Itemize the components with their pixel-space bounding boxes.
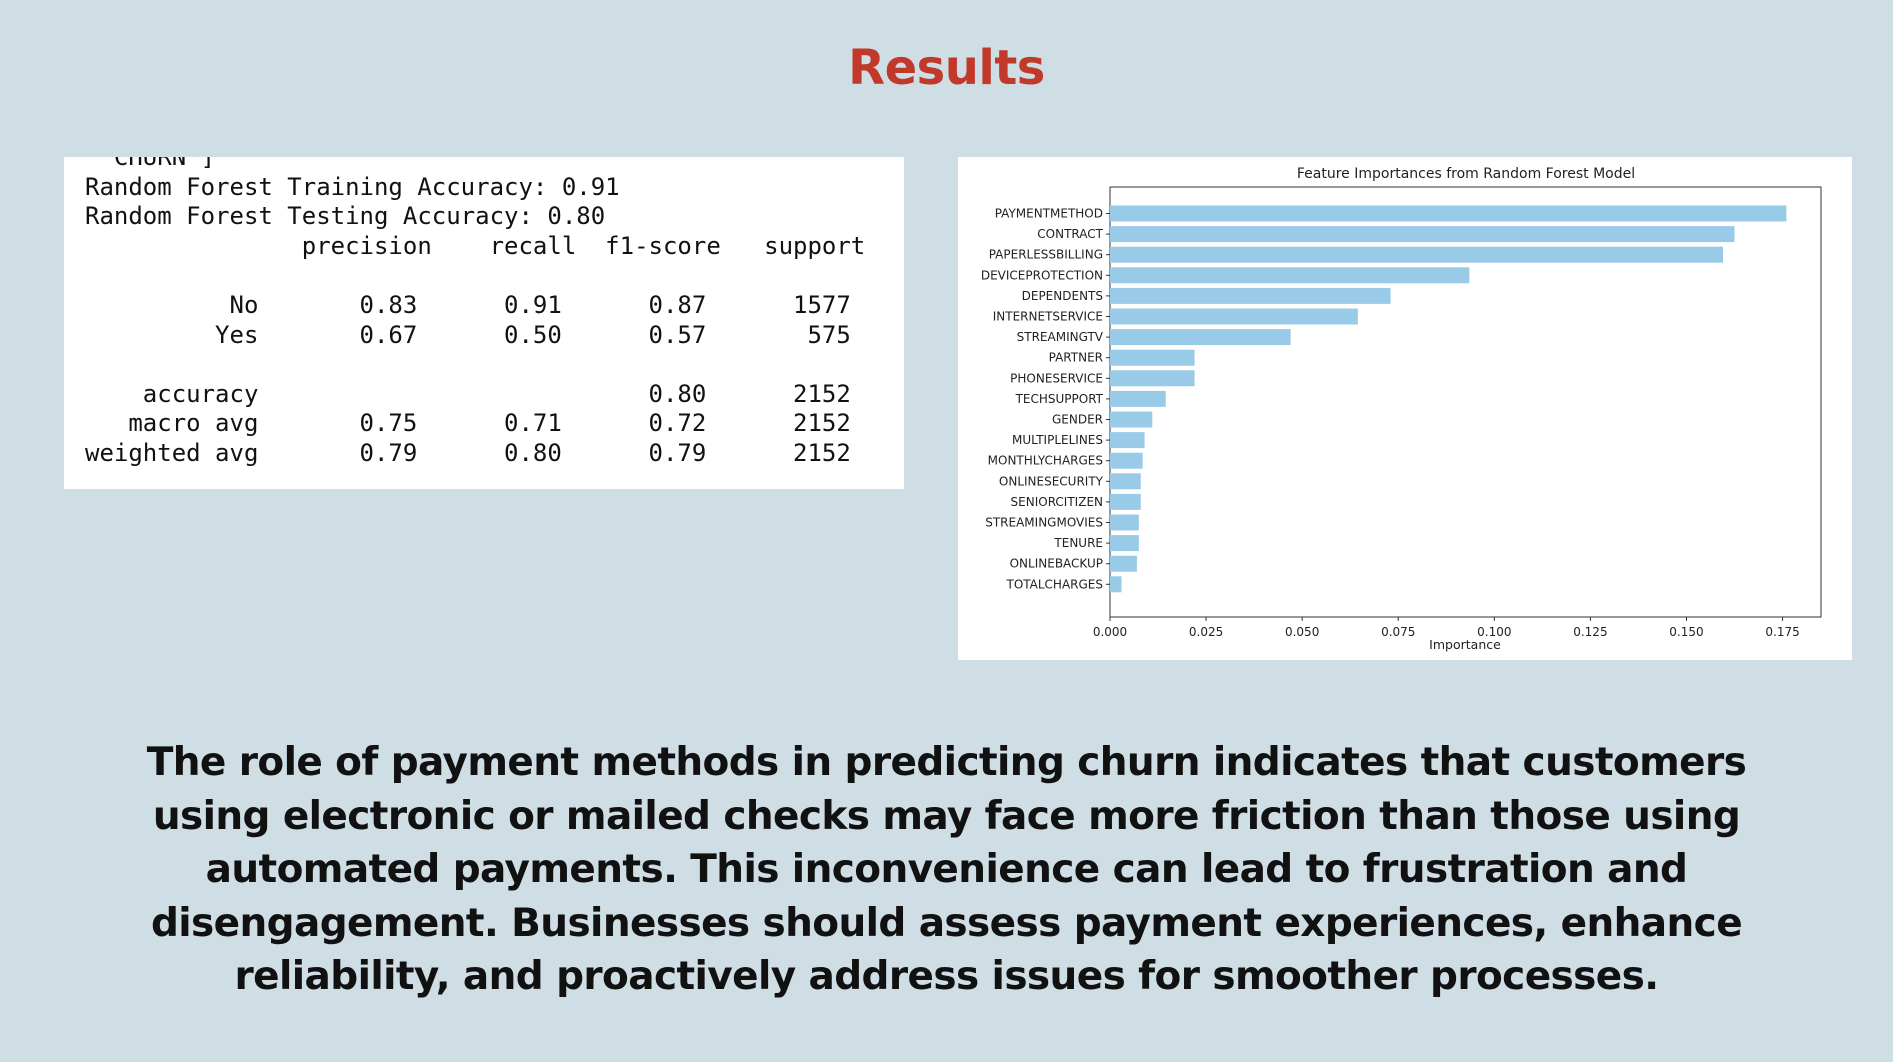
y-tick-label: PAPERLESSBILLING bbox=[989, 248, 1103, 262]
report-cut-line: 'CHURN'] bbox=[99, 157, 216, 171]
report-summary-row: macro avg 0.75 0.71 0.72 2152 bbox=[128, 409, 851, 438]
y-tick-label: ONLINEBACKUP bbox=[1010, 557, 1103, 571]
chart-title: Feature Importances from Random Forest M… bbox=[1297, 166, 1635, 182]
bar-partner bbox=[1110, 349, 1195, 366]
bar-techsupport bbox=[1110, 390, 1166, 407]
report-summary-row: accuracy 0.80 2152 bbox=[142, 379, 851, 408]
report-header-row: precision recall f1-score support bbox=[301, 231, 866, 260]
y-tick-label: TECHSUPPORT bbox=[1015, 392, 1104, 406]
bar-onlinesecurity bbox=[1110, 473, 1141, 490]
report-class-row: No 0.83 0.91 0.87 1577 bbox=[229, 290, 851, 319]
y-tick-label: ONLINESECURITY bbox=[999, 474, 1104, 488]
feature-importance-chart: Feature Importances from Random Forest M… bbox=[981, 166, 1822, 652]
x-tick-label: 0.075 bbox=[1381, 625, 1415, 639]
bar-streamingmovies bbox=[1110, 514, 1139, 531]
report-class-row: Yes 0.67 0.50 0.57 575 bbox=[215, 320, 851, 349]
y-tick-label: DEPENDENTS bbox=[1022, 289, 1103, 303]
bar-totalcharges bbox=[1110, 576, 1122, 593]
x-tick-label: 0.000 bbox=[1093, 625, 1127, 639]
bar-phoneservice bbox=[1110, 370, 1195, 387]
x-tick-label: 0.125 bbox=[1573, 625, 1607, 639]
testing-accuracy-line: Random Forest Testing Accuracy: 0.80 bbox=[85, 202, 606, 231]
training-accuracy-line: Random Forest Training Accuracy: 0.91 bbox=[85, 172, 620, 201]
y-tick-label: PARTNER bbox=[1049, 351, 1103, 365]
x-tick-label: 0.150 bbox=[1669, 625, 1703, 639]
report-summary-row: weighted avg 0.79 0.80 0.79 2152 bbox=[85, 438, 851, 467]
bar-contract bbox=[1110, 226, 1735, 243]
y-tick-label: MULTIPLELINES bbox=[1012, 433, 1103, 447]
bar-monthlycharges bbox=[1110, 452, 1143, 469]
bar-multiplelines bbox=[1110, 432, 1145, 449]
x-tick-label: 0.050 bbox=[1285, 625, 1319, 639]
bar-tenure bbox=[1110, 535, 1139, 552]
y-tick-label: PAYMENTMETHOD bbox=[995, 207, 1103, 221]
bar-streamingtv bbox=[1110, 329, 1291, 346]
x-tick-label: 0.100 bbox=[1477, 625, 1511, 639]
y-tick-label: PHONESERVICE bbox=[1010, 371, 1103, 385]
bar-internetservice bbox=[1110, 308, 1358, 325]
y-tick-label: STREAMINGMOVIES bbox=[985, 516, 1103, 530]
y-tick-label: GENDER bbox=[1052, 413, 1103, 427]
x-tick-label: 0.025 bbox=[1189, 625, 1223, 639]
bar-seniorcitizen bbox=[1110, 493, 1141, 510]
bar-paperlessbilling bbox=[1110, 246, 1723, 263]
y-tick-label: CONTRACT bbox=[1037, 227, 1103, 241]
slide-title: Results bbox=[848, 40, 1045, 96]
y-tick-label: STREAMINGTV bbox=[1017, 330, 1104, 344]
y-tick-label: MONTHLYCHARGES bbox=[988, 454, 1103, 468]
bar-onlinebackup bbox=[1110, 555, 1137, 572]
y-tick-label: TOTALCHARGES bbox=[1005, 577, 1103, 591]
feature-importance-chart-panel: Feature Importances from Random Forest M… bbox=[958, 157, 1852, 660]
bar-gender bbox=[1110, 411, 1153, 428]
x-axis-label: Importance bbox=[1429, 637, 1501, 652]
bar-dependents bbox=[1110, 287, 1391, 304]
y-tick-label: SENIORCITIZEN bbox=[1011, 495, 1103, 509]
classification-report-panel: 'CHURN'] Random Forest Training Accuracy… bbox=[64, 157, 904, 489]
y-tick-label: TENURE bbox=[1053, 536, 1103, 550]
y-tick-label: DEVICEPROTECTION bbox=[981, 268, 1103, 282]
conclusion-text: The role of payment methods in predictin… bbox=[146, 740, 1747, 999]
bar-paymentmethod bbox=[1110, 205, 1787, 222]
y-tick-label: INTERNETSERVICE bbox=[993, 310, 1103, 324]
bar-deviceprotection bbox=[1110, 267, 1470, 284]
x-tick-label: 0.175 bbox=[1765, 625, 1799, 639]
classification-report: 'CHURN'] Random Forest Training Accuracy… bbox=[85, 157, 865, 469]
